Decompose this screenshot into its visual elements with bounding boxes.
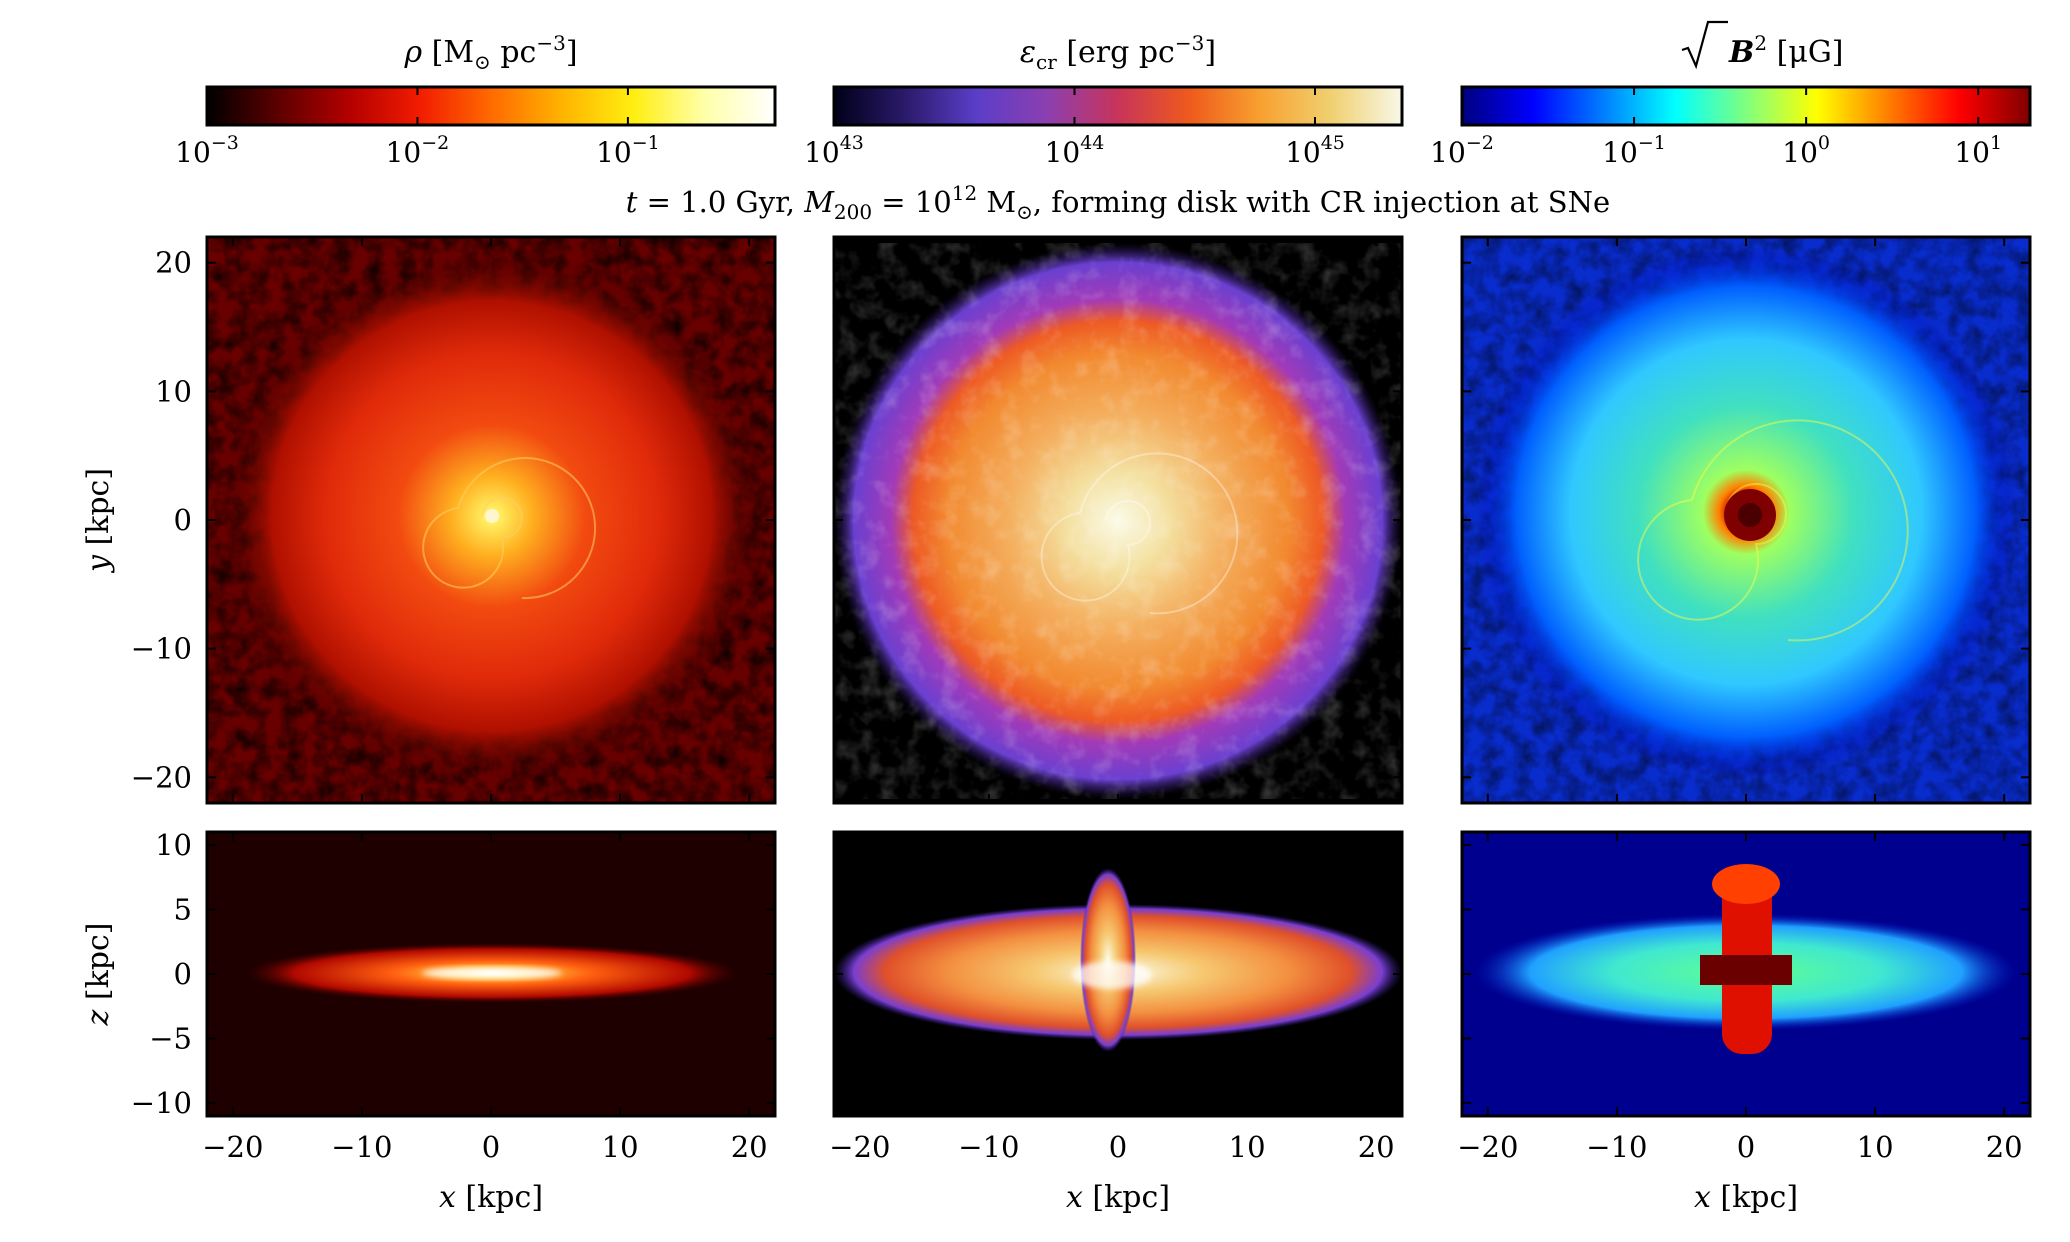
- x-tick-label: 10: [602, 1130, 639, 1164]
- z-tick-label: −10: [131, 1086, 192, 1120]
- panel-b-field-face-on: [1462, 237, 2030, 803]
- core-inner: [1738, 503, 1762, 527]
- x-tick-label: −20: [202, 1130, 263, 1164]
- core: [485, 509, 499, 523]
- z-tick-label: 5: [174, 892, 192, 926]
- x-axis-label-1: x [kpc]: [439, 1180, 543, 1215]
- colorbar-density: ρ [M⊙ pc−3] 10−3 10−2 10−1: [175, 31, 777, 169]
- z-tick-label: 10: [155, 828, 192, 862]
- colorbar-cr-energy-ticks: 1043 1044 1045: [804, 87, 1345, 169]
- core: [1700, 955, 1792, 985]
- z-tick-label: −5: [149, 1022, 192, 1056]
- colorbar-tick-label: 1043: [804, 132, 864, 169]
- y-tick-label: −10: [131, 632, 192, 666]
- x-tick-label: 10: [1229, 1130, 1266, 1164]
- x-tick-label: 10: [1857, 1130, 1894, 1164]
- y-tick-label: 20: [155, 246, 192, 280]
- x-tick-label: −10: [1586, 1130, 1647, 1164]
- colorbar-tick-label: 10−1: [1602, 132, 1666, 169]
- sqrt-symbol: [1681, 20, 1728, 70]
- z-tick-label: 0: [174, 957, 192, 991]
- colorbar-tick-label: 10−1: [596, 132, 660, 169]
- colorbar-tick-label: 1045: [1285, 132, 1345, 169]
- colorbar-tick-label: 100: [1782, 132, 1830, 169]
- panel-density-face-on: [207, 237, 775, 803]
- colorbar-tick-label: 10−2: [1430, 132, 1494, 169]
- x-tick-label: 0: [1737, 1130, 1755, 1164]
- outflow: [1080, 868, 1136, 1052]
- colorbar-tick-label: 10−3: [175, 132, 239, 169]
- colorbar-b-field: B2 [μG] 10−2 10−1 100 101: [1430, 20, 2032, 169]
- disk-midplane: [422, 967, 562, 979]
- spiral-arms: [1040, 452, 1239, 615]
- x-tick-label: 20: [1358, 1130, 1395, 1164]
- colorbar-tick-label: 10−2: [386, 132, 450, 169]
- y-tick-label: 10: [155, 374, 192, 408]
- panel-density-edge-on: [207, 832, 775, 1116]
- colorbar-tick-label: 101: [1954, 132, 2002, 169]
- y-tick-label: 0: [174, 503, 192, 537]
- axis-ticks: −20 −10 0 10 20 −20 −10 0 10 20 −20 −10 0 10 20 20 10 0 −1…: [131, 237, 2030, 1164]
- x-tick-label: −10: [331, 1130, 392, 1164]
- x-tick-label: 0: [1109, 1130, 1127, 1164]
- panel-cr-energy-face-on: [834, 237, 1402, 803]
- colorbar-b-field-ticks: 10−2 10−1 100 101: [1430, 87, 2002, 169]
- colorbar-cr-energy: εcr [erg pc−3] 1043 1044 1045: [804, 31, 1404, 169]
- spiral-arms: [1637, 419, 1909, 642]
- colorbar-density-bar: [205, 85, 777, 127]
- y-axis-label: y [kpc]: [81, 468, 116, 574]
- colorbar-cr-energy-bar: [832, 85, 1404, 127]
- spiral-arms: [422, 457, 597, 600]
- x-axis-label-3: x [kpc]: [1694, 1180, 1798, 1215]
- colorbar-cr-energy-label: εcr [erg pc−3]: [1020, 31, 1216, 74]
- y-tick-label: −20: [131, 760, 192, 794]
- colorbar-tick-label: 1044: [1045, 132, 1105, 169]
- noise-texture: [834, 243, 1402, 799]
- panel-b-field-edge-on: [1462, 832, 2030, 1116]
- outflow-cap: [1712, 864, 1780, 904]
- panel-cr-energy-edge-on: [834, 832, 1402, 1116]
- colorbar-b-field-bar: [1460, 85, 2032, 127]
- colorbar-density-ticks: 10−3 10−2 10−1: [175, 87, 660, 169]
- x-tick-label: −10: [958, 1130, 1019, 1164]
- x-tick-label: −20: [829, 1130, 890, 1164]
- colorbar-density-label: ρ [M⊙ pc−3]: [403, 31, 577, 74]
- z-axis-label: z [kpc]: [81, 923, 116, 1027]
- figure-title: t = 1.0 Gyr, M200 = 1012 M⊙, forming dis…: [626, 181, 1610, 224]
- x-tick-label: 20: [731, 1130, 768, 1164]
- colorbar-b-field-label: B2 [μG]: [1728, 31, 1844, 70]
- x-tick-label: 0: [482, 1130, 500, 1164]
- x-tick-label: −20: [1457, 1130, 1518, 1164]
- x-axis-label-2: x [kpc]: [1066, 1180, 1170, 1215]
- x-tick-label: 20: [1986, 1130, 2023, 1164]
- core: [1072, 961, 1152, 989]
